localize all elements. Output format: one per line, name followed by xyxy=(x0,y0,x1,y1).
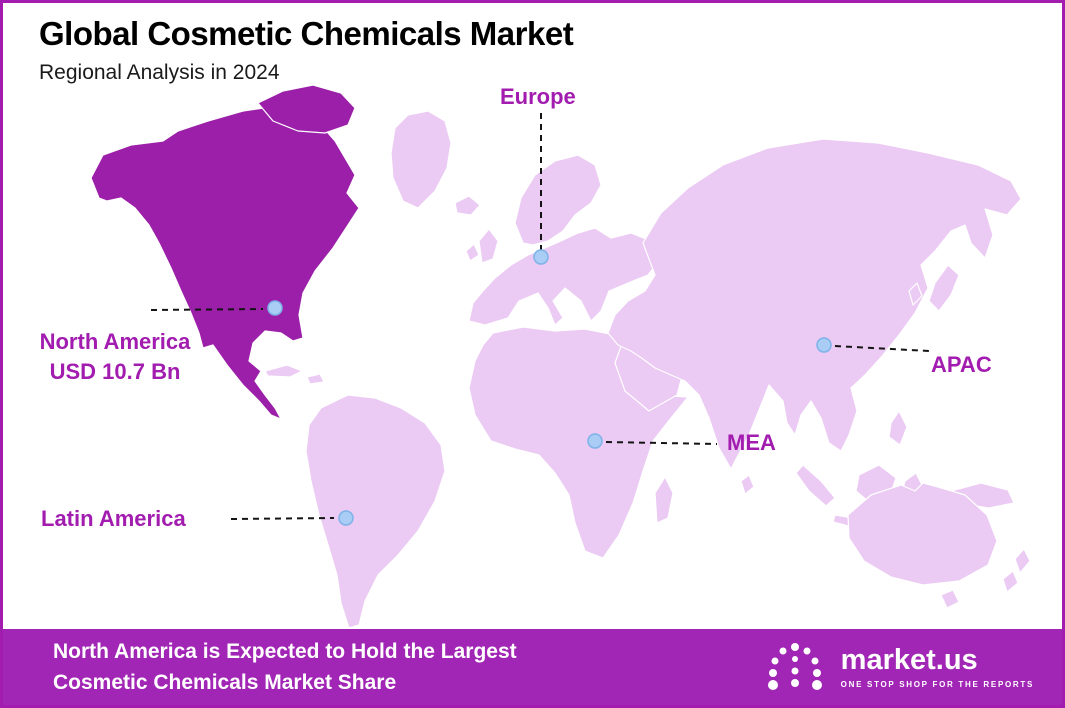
marker-latin-america xyxy=(338,510,354,526)
region-hispaniola xyxy=(306,373,325,385)
region-new-zealand-south xyxy=(1002,570,1019,593)
marker-europe xyxy=(533,249,549,265)
region-new-zealand-north xyxy=(1014,548,1031,574)
region-iceland xyxy=(454,195,481,216)
region-sumatra xyxy=(795,464,836,507)
banner-text: North America is Expected to Hold the La… xyxy=(53,636,517,699)
label-north-america: North America USD 10.7 Bn xyxy=(9,327,221,386)
regions-light xyxy=(264,110,1031,629)
label-europe: Europe xyxy=(500,84,576,109)
region-sri-lanka xyxy=(740,474,755,495)
page-subtitle: Regional Analysis in 2024 xyxy=(39,61,280,84)
logo-brand: market.us xyxy=(840,643,978,676)
label-apac: APAC xyxy=(931,352,992,377)
logo-tagline: ONE STOP SHOP FOR THE REPORTS xyxy=(840,679,1034,689)
label-mea: MEA xyxy=(727,430,776,455)
leader-apac xyxy=(834,345,930,352)
region-philippines xyxy=(888,410,908,446)
world-map xyxy=(90,84,1031,629)
markers xyxy=(267,249,832,526)
region-asia xyxy=(607,138,1022,470)
region-cuba xyxy=(264,364,303,378)
region-korea xyxy=(908,282,923,306)
header: Global Cosmetic Chemicals Market Regiona… xyxy=(39,15,574,85)
region-tasmania xyxy=(940,589,960,609)
region-north-america xyxy=(90,84,360,420)
region-arctic-islands xyxy=(257,84,356,134)
region-japan xyxy=(928,264,960,312)
marketus-logo: market.us ONE STOP SHOP FOR THE REPORTS xyxy=(765,639,1034,695)
banner-line2: Cosmetic Chemicals Market Share xyxy=(53,671,397,694)
leader-mea xyxy=(605,441,718,445)
banner: North America is Expected to Hold the La… xyxy=(3,629,1062,705)
marker-apac xyxy=(816,337,832,353)
leader-lines xyxy=(150,113,930,520)
marker-north-america xyxy=(267,300,283,316)
region-uk xyxy=(478,228,499,264)
region-scandinavia xyxy=(514,154,602,246)
region-ireland xyxy=(465,243,480,262)
leader-latin-america xyxy=(230,517,335,520)
logo-text: market.us ONE STOP SHOP FOR THE REPORTS xyxy=(840,643,1034,689)
region-europe-mainland xyxy=(468,227,662,326)
region-australia xyxy=(847,482,998,586)
region-madagascar xyxy=(654,476,674,524)
label-north-america-name: North America xyxy=(39,329,191,354)
banner-line1: North America is Expected to Hold the La… xyxy=(53,639,517,663)
leader-north-america xyxy=(150,308,264,311)
region-greenland xyxy=(390,110,452,209)
label-north-america-value: USD 10.7 Bn xyxy=(49,358,181,384)
marketus-logo-icon xyxy=(767,643,822,690)
marker-mea xyxy=(587,433,603,449)
region-south-america xyxy=(305,394,446,629)
page-title: Global Cosmetic Chemicals Market xyxy=(39,15,574,52)
label-latin-america: Latin America xyxy=(41,506,186,531)
